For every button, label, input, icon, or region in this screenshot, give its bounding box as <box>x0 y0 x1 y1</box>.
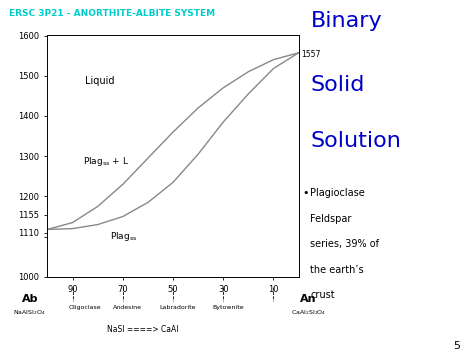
Text: the earth’s: the earth’s <box>310 265 364 275</box>
Text: •: • <box>302 188 309 198</box>
Text: CaAl$_2$SI$_2$O$_4$: CaAl$_2$SI$_2$O$_4$ <box>291 308 327 317</box>
Text: series, 39% of: series, 39% of <box>310 239 380 249</box>
Text: Plag$_{\mathregular{ss}}$: Plag$_{\mathregular{ss}}$ <box>110 230 138 243</box>
Text: Feldspar: Feldspar <box>310 214 352 224</box>
Text: Plag$_{\mathregular{ss}}$ + L: Plag$_{\mathregular{ss}}$ + L <box>82 155 129 168</box>
Text: Andesine: Andesine <box>113 305 142 310</box>
Text: crust: crust <box>310 290 335 300</box>
Text: NaAlSI$_2$O$_4$: NaAlSI$_2$O$_4$ <box>13 308 46 317</box>
Text: Solid: Solid <box>310 75 365 94</box>
Text: NaSI ====> CaAl: NaSI ====> CaAl <box>107 325 179 334</box>
Text: Oligoclase: Oligoclase <box>69 305 101 310</box>
Text: ERSC 3P21 - ANORTHITE-ALBITE SYSTEM: ERSC 3P21 - ANORTHITE-ALBITE SYSTEM <box>9 9 216 18</box>
Text: 1557: 1557 <box>301 50 320 59</box>
Text: An: An <box>301 294 317 304</box>
Text: Bytownite: Bytownite <box>212 305 244 310</box>
Text: Plagioclase: Plagioclase <box>310 188 365 198</box>
Text: 5: 5 <box>453 342 460 351</box>
Text: Solution: Solution <box>310 131 401 151</box>
Text: Liquid: Liquid <box>85 76 115 86</box>
Text: Labradorite: Labradorite <box>160 305 196 310</box>
Text: Ab: Ab <box>21 294 38 304</box>
Text: Binary: Binary <box>310 11 382 31</box>
